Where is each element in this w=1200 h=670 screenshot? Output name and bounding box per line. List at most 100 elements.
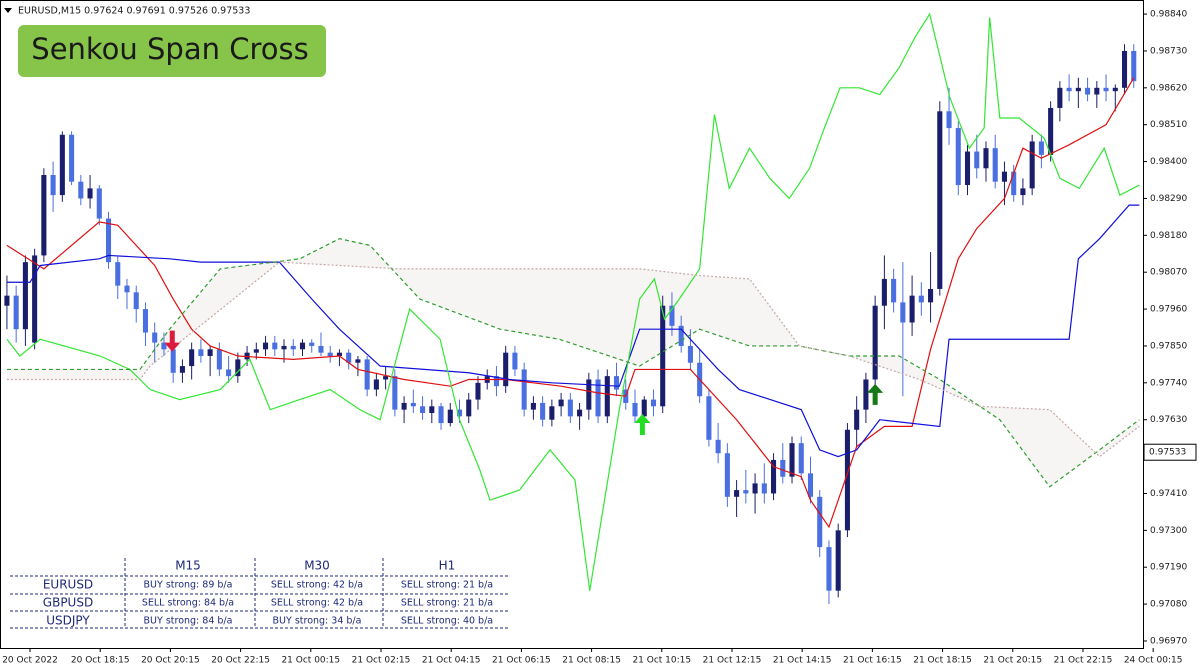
menu-triangle <box>4 8 12 13</box>
x-tick-label: 21 Oct 06:15 <box>492 656 551 666</box>
candle-body <box>41 174 47 256</box>
candle-body <box>152 332 158 343</box>
x-tick-label: 21 Oct 00:15 <box>281 656 340 666</box>
candle-body <box>964 151 971 186</box>
candle-body <box>798 443 804 474</box>
candle-body <box>1057 87 1063 108</box>
candle-body <box>983 148 989 169</box>
candle-body <box>512 352 518 370</box>
candle-body <box>687 345 693 363</box>
candle-body <box>1020 188 1026 196</box>
table-cell: SELL strong: 42 b/a <box>271 580 363 591</box>
x-tick-label: 20 Oct 22:15 <box>211 656 270 666</box>
table-cell: SELL strong: 40 b/a <box>401 616 493 627</box>
candle-body <box>78 181 84 199</box>
candle-body <box>909 295 915 323</box>
candle-body <box>743 490 749 494</box>
y-tick-label: 0.98290 <box>1150 194 1187 204</box>
candle-body <box>1121 50 1128 88</box>
candle-body <box>327 352 333 357</box>
candle-body <box>771 459 777 494</box>
candle-body <box>844 429 850 531</box>
candle-body <box>281 345 287 350</box>
candle-body <box>650 399 657 407</box>
candle-body <box>466 399 472 417</box>
x-tick-label: 21 Oct 22:15 <box>1054 656 1113 666</box>
title-box <box>18 25 326 77</box>
candle-body <box>272 342 278 350</box>
candle-body <box>724 453 730 497</box>
candle-body <box>50 174 56 196</box>
table-cell: SELL strong: 42 b/a <box>271 598 363 609</box>
y-tick-label: 0.98620 <box>1150 83 1187 93</box>
candle-body <box>1103 87 1109 92</box>
candle-body <box>429 406 435 414</box>
x-tick-label: 20 Oct 2022 <box>2 656 58 666</box>
candle-body <box>807 473 814 497</box>
candle-body <box>530 402 536 410</box>
candle-body <box>613 376 620 390</box>
candle-body <box>189 349 195 367</box>
current-price-box <box>1143 443 1197 461</box>
candle-body <box>928 288 934 303</box>
candle-body <box>59 134 65 196</box>
candle-body <box>1001 171 1007 182</box>
candle-body <box>992 148 998 182</box>
candle-body <box>124 285 130 293</box>
candle-body <box>715 439 721 454</box>
signal-arrow <box>634 414 651 436</box>
y-tick-label: 0.97630 <box>1150 415 1187 425</box>
candle-body <box>1085 87 1091 95</box>
table-column-header: M15 <box>175 559 201 573</box>
signal-arrow <box>867 383 884 405</box>
table-cell: BUY strong: 34 b/a <box>273 616 362 627</box>
candle-body <box>955 128 961 186</box>
candle-body <box>1066 87 1072 92</box>
candle-body <box>503 352 509 387</box>
candle-body <box>447 409 453 424</box>
candle-body <box>355 359 361 363</box>
candle-body <box>336 352 342 357</box>
x-tick-label: 20 Oct 20:15 <box>141 656 200 666</box>
y-tick-label: 0.98070 <box>1150 268 1187 278</box>
candle-body <box>346 352 352 363</box>
candle-body <box>835 530 841 591</box>
candle-body <box>946 111 952 129</box>
candle-body <box>706 396 712 440</box>
table-cell: SELL strong: 21 b/a <box>401 580 493 591</box>
candle-body <box>401 402 407 410</box>
current-price-label: 0.97533 <box>1149 448 1186 458</box>
symbol-header: EURUSD,M15 0.97624 0.97691 0.97526 0.975… <box>18 6 250 17</box>
plot-area <box>4 12 1140 605</box>
candle-body <box>22 262 28 330</box>
y-tick-label: 0.97190 <box>1150 563 1187 573</box>
table-cell: SELL strong: 21 b/a <box>401 598 493 609</box>
candle-body <box>456 409 463 417</box>
candle-body <box>383 376 389 380</box>
candle-body <box>438 406 444 424</box>
candle-body <box>660 305 666 407</box>
indicator-line <box>6 261 1140 458</box>
candle-body <box>13 295 19 330</box>
candle-body <box>1048 107 1054 155</box>
candle-body <box>641 399 647 417</box>
candle-body <box>881 278 887 306</box>
plot-frame <box>0 0 1144 649</box>
candle-body <box>567 399 573 417</box>
y-tick-label: 0.96970 <box>1150 636 1187 646</box>
candle-body <box>1038 141 1044 155</box>
candle-body <box>780 459 786 477</box>
table-column-header: M30 <box>304 559 330 573</box>
candle-body <box>577 409 583 417</box>
x-tick-label: 21 Oct 12:15 <box>703 656 762 666</box>
y-tick-label: 0.97960 <box>1150 305 1187 315</box>
table-cell: BUY strong: 84 b/a <box>144 616 233 627</box>
signal-table: M15 M30 H1 EURUSD BUY strong: 89 b/a SELL str… <box>10 558 510 629</box>
candle-body <box>678 325 684 346</box>
x-tick-label: 21 Oct 04:15 <box>422 656 481 666</box>
candle-body <box>937 111 943 289</box>
candle-body <box>198 349 204 357</box>
y-tick-label: 0.98840 <box>1150 10 1187 20</box>
candle-body <box>115 262 121 286</box>
